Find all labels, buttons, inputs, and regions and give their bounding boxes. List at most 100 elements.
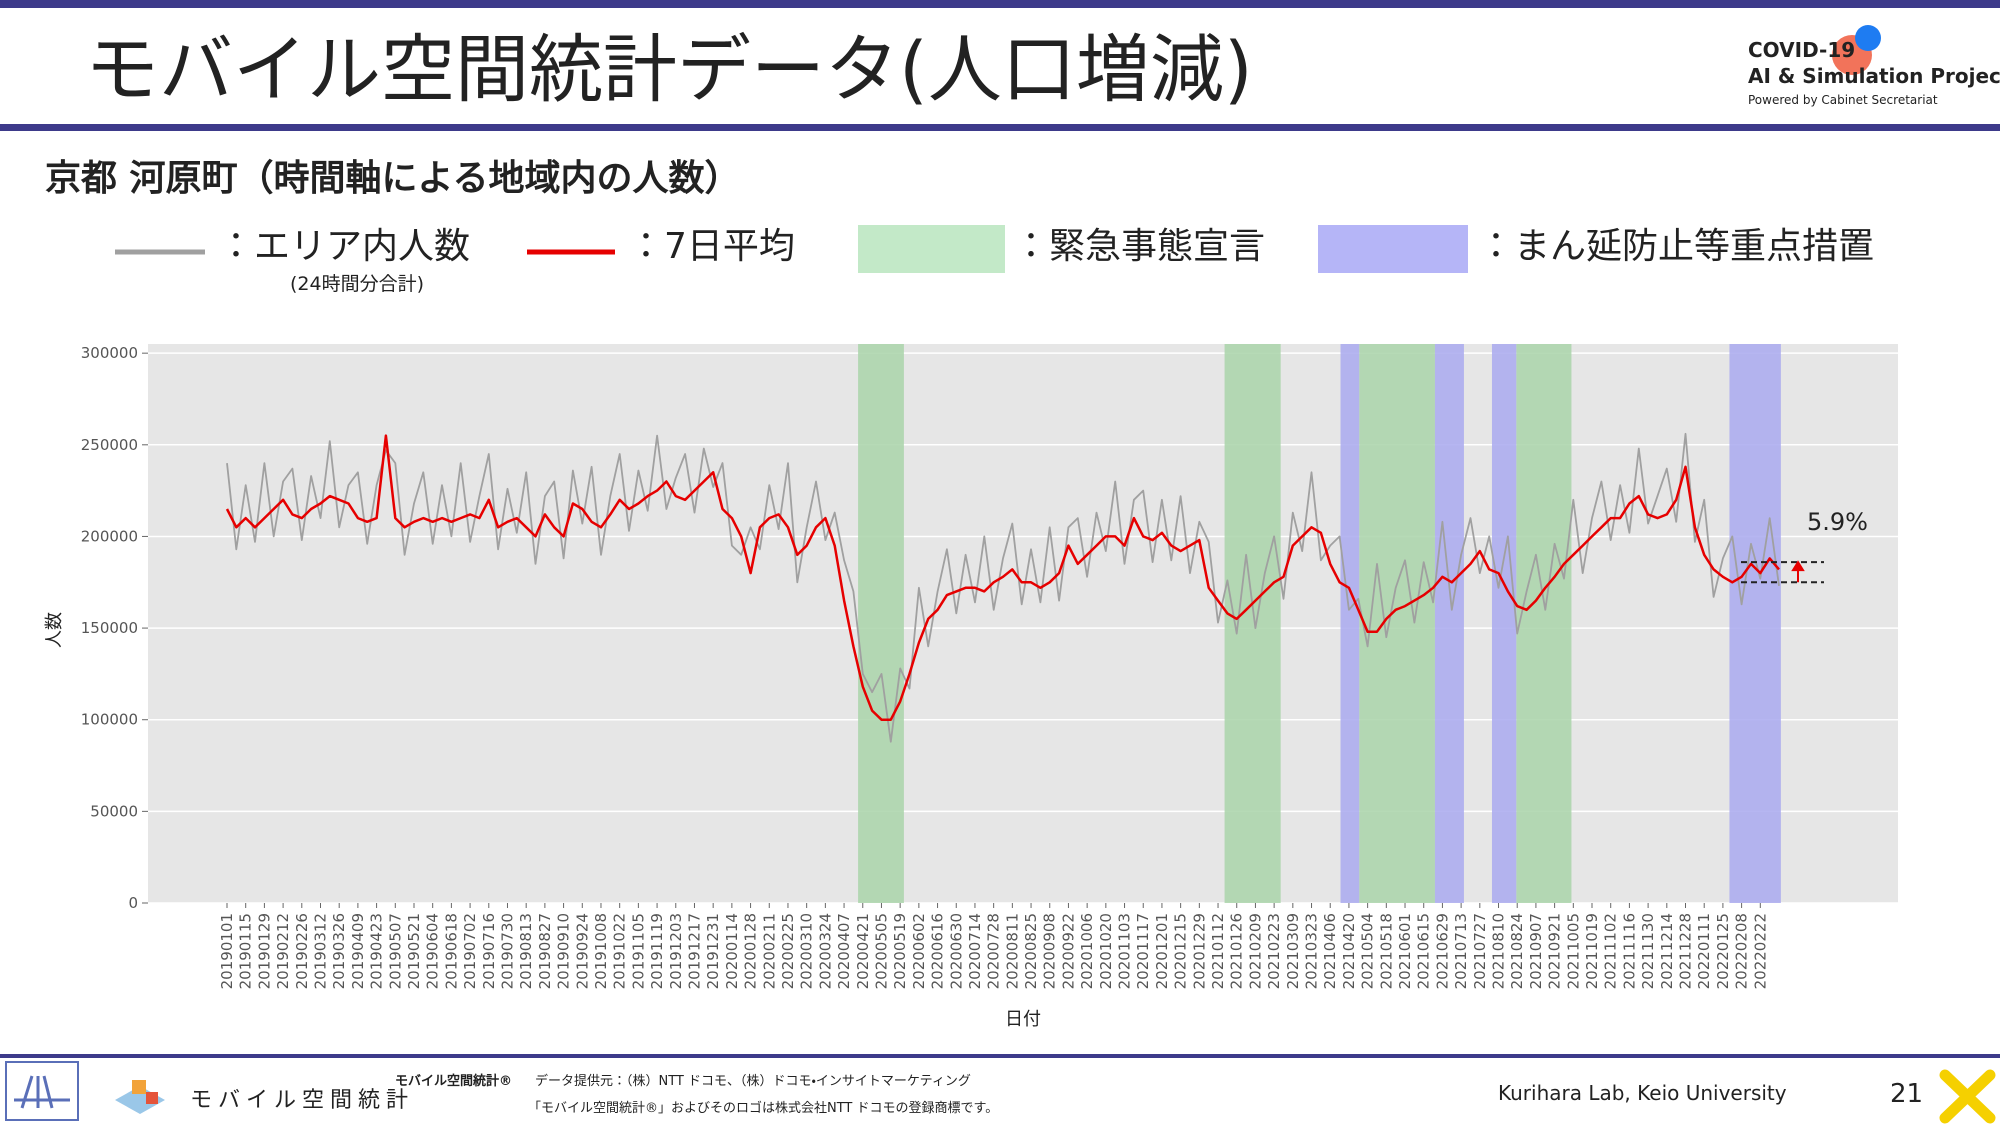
series-line: [225, 434, 1780, 721]
top-bar: [0, 0, 2000, 8]
period-band: [1491, 344, 1517, 903]
x-tick-label: 20201229: [1190, 913, 1208, 989]
x-tick-label: 20191022: [611, 913, 629, 989]
x-tick-label: 20200908: [1041, 913, 1059, 989]
x-tick-label: 20190924: [573, 913, 591, 989]
x-tick-label: 20190702: [461, 913, 479, 989]
x-tick-label: 20211214: [1658, 913, 1676, 989]
legend-swatch: [1318, 225, 1468, 273]
x-tick-label: 20190115: [237, 913, 255, 989]
legend-label: ：緊急事態宣言: [1013, 226, 1265, 267]
x-tick-label: 20190423: [368, 913, 386, 989]
x-axis-label: 日付: [1005, 1009, 1041, 1030]
x-tick-label: 20190827: [536, 913, 554, 989]
x-tick-label: 20211019: [1583, 913, 1601, 989]
legend-label: ：まん延防止等重点措置: [1478, 226, 1874, 267]
x-tick-label: 20190604: [424, 913, 442, 989]
legend-label: ：エリア内人数: [218, 226, 470, 267]
y-tick-label: 150000: [81, 619, 138, 637]
period-band: [858, 344, 904, 903]
x-tick-label: 20210921: [1546, 913, 1564, 989]
x-tick-label: 20220208: [1733, 913, 1751, 989]
x-tick-label: 20210907: [1527, 913, 1545, 989]
x-tick-label: 20200128: [742, 913, 760, 989]
x-tick-label: 20210518: [1377, 913, 1395, 989]
x-tick-label: 20201020: [1097, 913, 1115, 989]
period-band: [1516, 344, 1572, 903]
x-tick-label: 20200602: [910, 913, 928, 989]
x-tick-label: 20211102: [1602, 913, 1620, 989]
x-tick-label: 20211116: [1620, 913, 1638, 989]
x-tick-label: 20210615: [1415, 913, 1433, 989]
ai-logo-mark: [14, 1075, 70, 1109]
x-tick-label: 20201006: [1078, 913, 1096, 989]
x-tick-label: 20191105: [629, 913, 647, 989]
x-tick-label: 20201103: [1116, 913, 1134, 989]
x-tick-label: 20210629: [1433, 913, 1451, 989]
x-tick-label: 20200922: [1059, 913, 1077, 989]
footer-rule: [0, 1054, 2000, 1058]
data-source: データ提供元：（株）NTT ドコモ、（株）ドコモ・インサイトマーケティング: [535, 1073, 971, 1089]
x-tick-label: 20191231: [704, 913, 722, 989]
x-tick-label: 20200505: [872, 913, 890, 989]
period-band: [1359, 344, 1435, 903]
brand-x: [1939, 1069, 1996, 1124]
x-tick-label: 20220111: [1695, 913, 1713, 989]
y-tick-label: 100000: [81, 711, 138, 729]
x-tick-label: 20190507: [386, 913, 404, 989]
x-tick-label: 20210727: [1471, 913, 1489, 989]
y-tick-label: 200000: [81, 527, 138, 545]
x-tick-label: 20210323: [1303, 913, 1321, 989]
plot-background: [148, 344, 1898, 903]
x-tick-label: 20190730: [498, 913, 516, 989]
x-tick-label: 20200825: [1022, 913, 1040, 989]
x-tick-label: 20210504: [1359, 913, 1377, 989]
x-tick-label: 20191217: [685, 913, 703, 989]
period-band: [1729, 344, 1781, 903]
legend-swatch: [858, 225, 1005, 273]
x-tick-label: 20210209: [1246, 913, 1264, 989]
y-tick-label: 50000: [90, 802, 138, 820]
y-tick-label: 300000: [81, 344, 138, 362]
y-tick-label: 250000: [81, 436, 138, 454]
logo-dot: [1855, 25, 1881, 51]
x-tick-label: 20190212: [274, 913, 292, 989]
x-tick-label: 20200616: [929, 913, 947, 989]
period-band: [1224, 344, 1281, 903]
logo-text: COVID-19: [1748, 38, 1855, 62]
x-tick-label: 20200407: [835, 913, 853, 989]
x-tick-label: 20201215: [1172, 913, 1190, 989]
x-tick-label: 20191203: [667, 913, 685, 989]
x-tick-label: 20210420: [1340, 913, 1358, 989]
brand-name: モバイル空間統計: [190, 1088, 414, 1113]
x-tick-label: 20200728: [985, 913, 1003, 989]
y-axis-label: 人数: [44, 612, 65, 648]
chart-title: 京都 河原町（時間軸による地域内の人数）: [45, 158, 740, 199]
slide-title: モバイル空間統計データ(人口増減): [85, 27, 1253, 113]
x-tick-label: 20210112: [1209, 913, 1227, 989]
legend-sublabel: (24時間分合計): [290, 273, 424, 295]
x-tick-label: 20200211: [760, 913, 778, 989]
x-tick-label: 20190716: [480, 913, 498, 989]
x-tick-label: 20190521: [405, 913, 423, 989]
lab-name: Kurihara Lab, Keio University: [1498, 1081, 1787, 1105]
x-tick-label: 20200421: [854, 913, 872, 989]
page-number: 21: [1890, 1079, 1923, 1109]
x-tick-label: 20200324: [816, 913, 834, 989]
x-tick-label: 20200630: [947, 913, 965, 989]
brand-icon: [146, 1092, 158, 1104]
y-tick-label: 0: [128, 894, 138, 912]
x-tick-label: 20190312: [311, 913, 329, 989]
x-tick-label: 20211130: [1639, 913, 1657, 989]
x-tick-label: 20201201: [1153, 913, 1171, 989]
annotation-arrow: [1791, 560, 1805, 583]
x-tick-label: 20190326: [330, 913, 348, 989]
x-tick-label: 20200114: [723, 913, 741, 989]
x-tick-label: 20210309: [1284, 913, 1302, 989]
x-tick-label: 20210810: [1490, 913, 1508, 989]
period-band: [1340, 344, 1360, 903]
x-tick-label: 20200310: [798, 913, 816, 989]
x-tick-label: 20211228: [1677, 913, 1695, 989]
x-tick-label: 20200811: [1003, 913, 1021, 989]
